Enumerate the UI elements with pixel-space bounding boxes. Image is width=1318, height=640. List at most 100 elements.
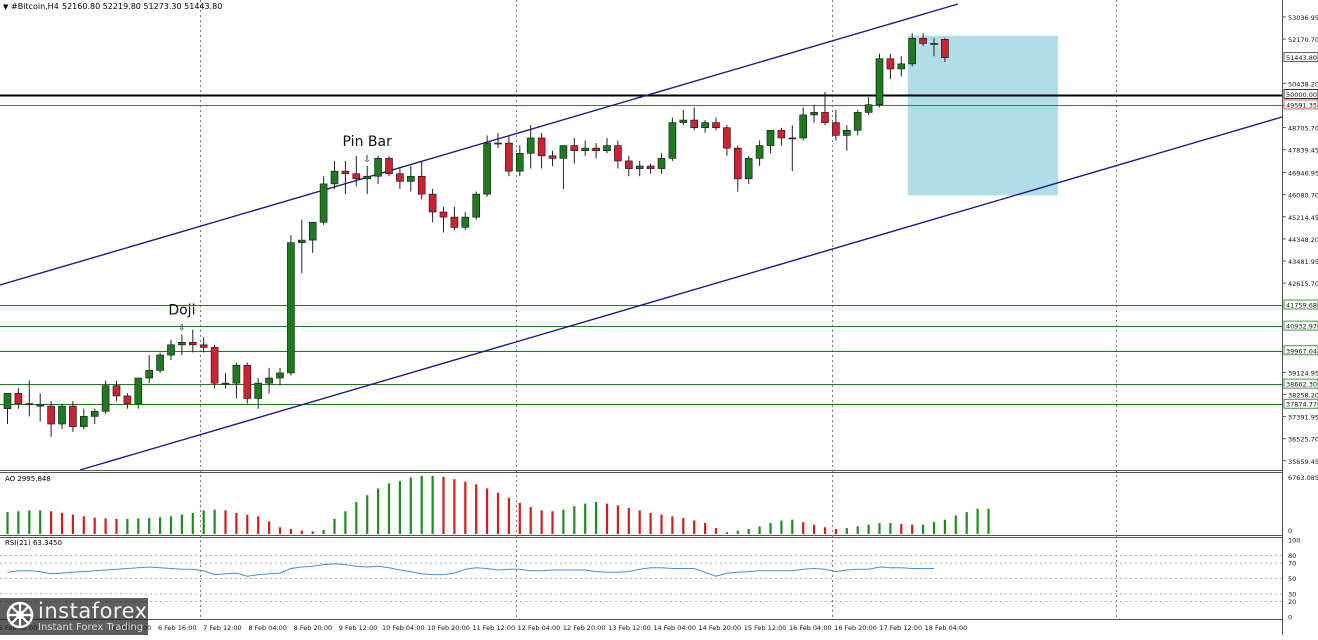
candle-body-bear [386,158,393,173]
candle-body-bear [625,161,632,169]
candle-body-bear [614,146,621,161]
candle-body-bear [887,59,894,69]
chart-menu-arrow[interactable]: ▼ [3,3,9,11]
time-tick-label: 18 Feb 04:00 [925,624,968,632]
candle-body-bull [26,404,33,405]
candle-body-bull [407,176,414,181]
candle-body-bear [505,143,512,171]
time-tick-label: 16 Feb 20:00 [834,624,877,632]
level-price-tag: 38662.30 [1284,379,1318,389]
level-tag-value: 39967.04 [1286,347,1317,355]
candle-body-bear [396,174,403,182]
candle-body-bear [211,347,218,383]
candle-body-bear [593,148,600,151]
candle-body-bull [582,148,589,151]
candle-body-bull [80,416,87,426]
current-price-value: 51443.80 [1286,54,1317,62]
level-tag-value: 50000.00 [1286,91,1317,99]
rsi-tick-label: 20 [1288,598,1296,606]
rsi-label: RSI(21) 63.3450 [5,539,62,547]
ao-tick-label: 0 [1288,527,1292,535]
time-tick-label: 9 Feb 12:00 [339,624,378,632]
candle-body-bear [734,148,741,179]
candle-body-bull [91,411,98,416]
level-price-tag: 37874.77 [1284,399,1318,409]
time-tick-label: 7 Feb 12:00 [203,624,242,632]
candle-body-bear [647,166,654,169]
candle [102,381,109,414]
candle-body-bear [244,365,251,398]
annotation-label: Pin Bar [343,134,393,150]
candle-body-bear [778,130,785,138]
candle-body-bull [669,123,676,159]
symbol-label: #Bitcoin,H4 [11,2,59,11]
ohlc-readout: 52160.80 52219.80 51273.30 51443.80 [62,2,222,11]
price-tick-label: 52170.70 [1288,36,1318,44]
level-tag-value: 49591.35 [1286,101,1317,109]
candle-body-bear [691,120,698,128]
price-tick-label: 39124.95 [1288,369,1318,377]
time-tick-label: 13 Feb 12:00 [608,624,651,632]
time-tick-label: 12 Feb 20:00 [563,624,606,632]
price-tick-label: 47839.45 [1288,147,1318,155]
level-tag-value: 38662.30 [1286,381,1317,389]
candle-body-bear [822,112,829,122]
candle-body-bear [342,171,349,174]
level-tag-value: 41759.68 [1286,301,1317,309]
candle-body-bear [200,345,207,348]
instaforex-logo: instaforex Instant Forex Trading [0,598,148,635]
time-tick-label: 6 Feb 16:00 [158,624,197,632]
rsi-tick-label: 0 [1288,614,1292,622]
candle [876,54,883,108]
annotation-arrow-icon: ⇩ [363,155,371,165]
level-tag-value: 40932.97 [1286,323,1317,331]
candle [909,33,916,66]
candle-body-bull [168,345,175,355]
candle-body-bull [298,240,305,243]
instaforex-mark-icon [6,601,34,629]
price-tick-label: 44348.20 [1288,236,1318,244]
candle-body-bull [146,370,153,378]
rsi-tick-label: 100 [1288,537,1300,545]
candle [669,118,676,161]
candle-body-bear [713,123,720,128]
candle-body-bull [527,138,534,153]
candle-body-bear [429,194,436,212]
price-axis: 53036.9552170.7050438.2049571.9548705.70… [1283,14,1318,466]
annotation-arrow-icon: ⇩ [178,324,186,334]
level-price-tag: 41759.68 [1284,300,1318,310]
candle [473,192,480,220]
candle-body-bull [516,153,523,171]
time-tick-label: 8 Feb 20:00 [294,624,333,632]
candle-body-bull [320,184,327,222]
candle-body-bull [135,378,142,404]
candle-body-bear [124,396,131,404]
rsi-tick-label: 50 [1288,575,1296,583]
candle-body-bull [102,386,109,412]
candle [211,345,218,388]
candle-body-bull [767,130,774,145]
candle-body-bear [48,406,55,424]
price-tick-label: 43481.95 [1288,258,1318,266]
candle-body-bear [189,342,196,345]
candle [386,156,393,176]
candle-body-bull [277,373,284,378]
candle-body-bear [69,406,76,426]
candle-body-bull [222,383,229,384]
candle [157,353,164,373]
candle-body-bull [255,383,262,398]
candle [244,363,251,404]
candle-body-bull [560,146,567,159]
candle-body-bull [789,138,796,139]
ao-tick-label: 6763.085 [1288,474,1318,482]
level-price-tag: 39967.04 [1284,346,1318,356]
candle-body-bull [178,342,185,345]
candle-body-bear [15,393,22,403]
candle-body-bull [364,176,371,179]
candle-body-bull [909,38,916,64]
time-tick-label: 14 Feb 20:00 [699,624,742,632]
candle-body-bear [418,176,425,194]
candle-body-bull [702,123,709,128]
candle-body-bull [811,112,818,115]
